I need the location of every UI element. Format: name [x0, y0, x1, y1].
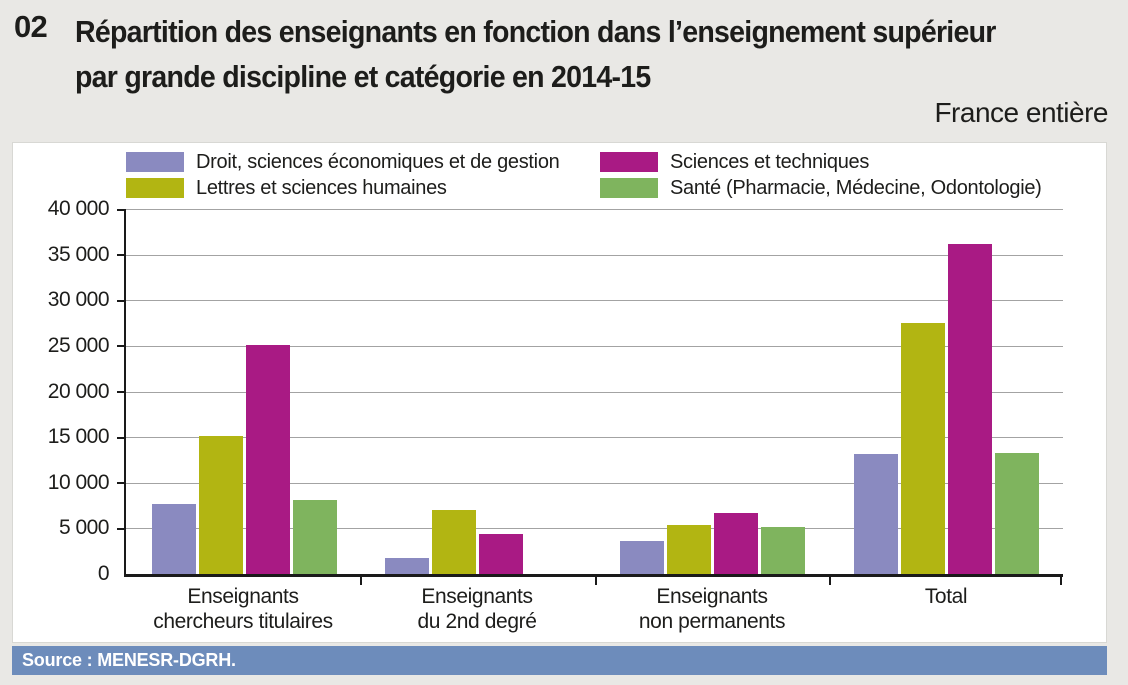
x-axis-tick — [829, 577, 831, 585]
page-title-line-2: par grande discipline et catégorie en 20… — [75, 59, 651, 94]
y-axis-tick — [117, 208, 124, 211]
y-axis-tick — [117, 254, 124, 257]
gridline — [126, 254, 1063, 256]
x-axis-label: Total — [924, 585, 968, 608]
legend-item-sciences: Sciences et techniques — [600, 149, 1042, 175]
bar — [667, 525, 711, 574]
x-axis-tick — [360, 577, 362, 585]
bar — [432, 510, 476, 574]
y-axis-tick — [117, 299, 124, 302]
chart-panel: Droit, sciences économiques et de gestio… — [12, 142, 1107, 643]
gridline — [126, 391, 1063, 393]
y-axis-label: 35 000 — [47, 242, 110, 266]
bar — [293, 500, 337, 574]
plot-area — [117, 208, 1063, 577]
bar-group — [854, 244, 1039, 574]
x-axis-tick — [1060, 577, 1062, 585]
legend-item-droit: Droit, sciences économiques et de gestio… — [126, 149, 600, 175]
y-axis-label: 5 000 — [58, 516, 110, 540]
legend-label-sciences: Sciences et techniques — [670, 150, 870, 173]
bar — [854, 454, 898, 574]
gridline — [126, 528, 1063, 530]
bar — [901, 323, 945, 574]
bar-group — [385, 510, 570, 574]
bar — [385, 558, 429, 574]
y-axis-label: 15 000 — [47, 425, 110, 449]
y-axis-tick — [117, 345, 124, 348]
legend-swatch-sante — [600, 178, 658, 198]
bar-group — [620, 513, 805, 574]
x-axis-label: Enseignants du 2nd degré — [417, 585, 537, 633]
y-axis-label: 40 000 — [47, 197, 110, 220]
y-axis-label: 20 000 — [47, 379, 110, 403]
gridline — [126, 345, 1063, 347]
y-axis-tick — [117, 527, 124, 530]
y-axis: 40 000 35 000 30 000 25 000 20 000 15 000 10 0… — [13, 197, 110, 589]
x-axis-label: Enseignants chercheurs titulaires — [153, 585, 333, 633]
gridline — [126, 300, 1063, 302]
legend-swatch-lettres — [126, 178, 184, 198]
legend-label-sante: Santé (Pharmacie, Médecine, Odontologie) — [670, 176, 1042, 199]
source-text: Source : MENESR-DGRH. — [22, 650, 236, 670]
y-axis-tick — [117, 436, 124, 439]
gridline — [126, 437, 1063, 439]
page-title: Répartition des enseignants en fonction … — [75, 9, 996, 99]
bar — [199, 436, 243, 574]
legend-swatch-sciences — [600, 152, 658, 172]
figure-number: 02 — [14, 9, 48, 44]
x-axis-tick — [595, 577, 597, 585]
legend-item-sante: Santé (Pharmacie, Médecine, Odontologie) — [600, 175, 1042, 201]
y-axis-label: 10 000 — [47, 470, 110, 494]
region-label: France entière — [934, 97, 1108, 128]
chart-legend: Droit, sciences économiques et de gestio… — [126, 149, 1042, 201]
legend-item-lettres: Lettres et sciences humaines — [126, 175, 600, 201]
gridline — [126, 209, 1063, 210]
legend-label-lettres: Lettres et sciences humaines — [196, 176, 447, 199]
bar — [948, 244, 992, 574]
bar — [620, 541, 664, 574]
gridline — [126, 482, 1063, 484]
y-axis-label: 0 — [97, 562, 110, 585]
legend-label-droit: Droit, sciences économiques et de gestio… — [196, 150, 560, 173]
bar — [714, 513, 758, 574]
y-axis-tick — [117, 391, 124, 393]
bar — [479, 534, 523, 574]
page-title-line-1: Répartition des enseignants en fonction … — [75, 14, 996, 49]
x-axis-label: Enseignants non permanents — [638, 585, 786, 633]
legend-swatch-droit — [126, 152, 184, 172]
source-bar: Source : MENESR-DGRH. — [12, 646, 1107, 675]
bar — [995, 453, 1039, 574]
bar — [761, 527, 805, 574]
y-axis-label: 30 000 — [47, 288, 110, 312]
bar — [152, 504, 196, 574]
bar — [246, 345, 290, 574]
bar-group — [152, 345, 337, 574]
y-axis-label: 25 000 — [47, 333, 110, 357]
y-axis-tick — [117, 482, 124, 485]
